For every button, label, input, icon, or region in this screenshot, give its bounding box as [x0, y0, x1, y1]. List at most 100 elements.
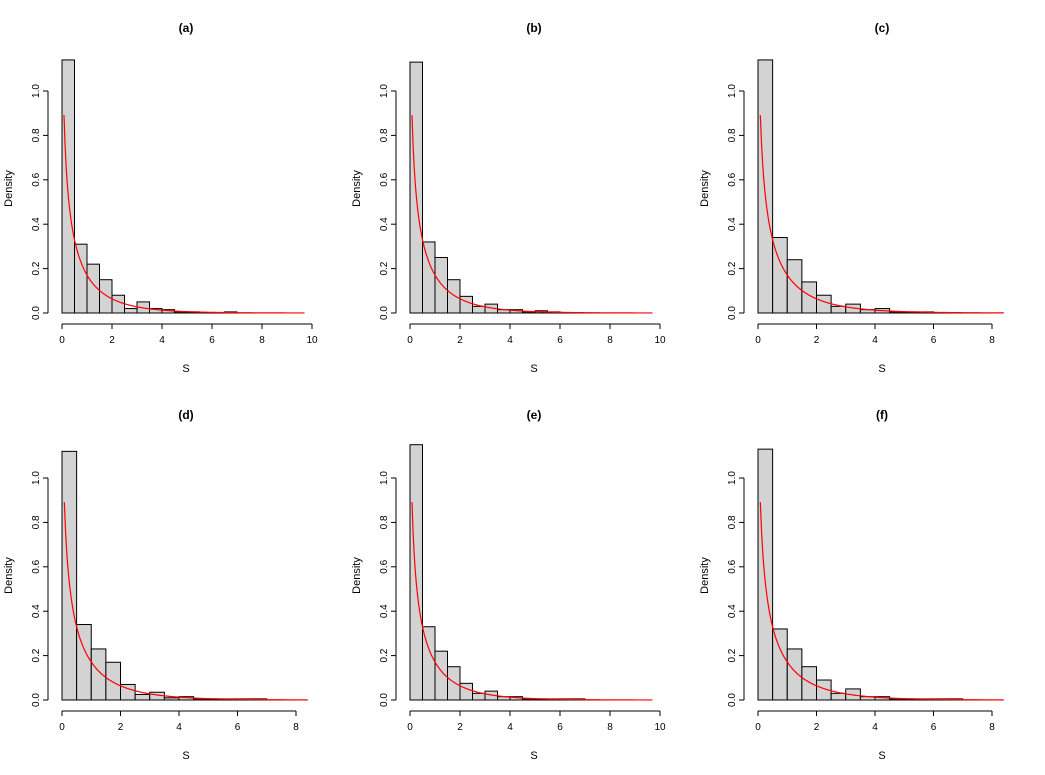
- histogram-bar: [447, 279, 461, 314]
- x-tick-label: 2: [109, 335, 115, 346]
- x-tick-label: 0: [407, 335, 413, 346]
- histogram-bar: [801, 666, 817, 701]
- panel-b: (b) 0 2 4 6 8 10 S 0.0 0.2 0.4 0.6 0.8 1.0 Density: [351, 21, 666, 375]
- y-tick-label: 0.6: [31, 172, 42, 186]
- y-tick-label: 0.8: [727, 128, 738, 142]
- histogram-bar: [472, 305, 486, 314]
- y-axis-label: Density: [3, 557, 15, 594]
- histogram-bar: [459, 295, 473, 314]
- y-tick-label: 1.0: [727, 471, 738, 485]
- x-axis-label: S: [182, 363, 189, 375]
- y-tick-label: 0.8: [727, 515, 738, 529]
- x-axis-label: S: [530, 750, 537, 762]
- x-tick-label: 0: [407, 722, 413, 733]
- panel-title: (a): [179, 21, 194, 35]
- y-axis-label: Density: [699, 557, 711, 594]
- y-tick-label: 0.8: [379, 515, 390, 529]
- density-curve: [411, 502, 653, 701]
- x-tick-label: 2: [457, 335, 463, 346]
- x-tick-label: 2: [814, 335, 820, 346]
- histogram-bar: [447, 666, 461, 701]
- histogram-bar: [434, 257, 448, 314]
- density-curve: [63, 502, 308, 701]
- y-tick-label: 0.6: [31, 559, 42, 573]
- y-tick-label: 0.6: [727, 559, 738, 573]
- histogram-bar: [90, 648, 107, 701]
- panel-title: (c): [875, 21, 890, 35]
- x-tick-label: 2: [814, 722, 820, 733]
- x-tick-label: 4: [872, 722, 878, 733]
- y-tick-label: 0.8: [31, 128, 42, 142]
- panel-title: (e): [527, 408, 542, 422]
- y-tick-label: 0.2: [31, 648, 42, 662]
- y-tick-label: 0.0: [727, 693, 738, 707]
- y-tick-label: 0.6: [379, 172, 390, 186]
- panel-title: (d): [178, 408, 193, 422]
- histogram-bar: [472, 692, 486, 701]
- histogram-bar: [772, 628, 788, 701]
- density-curve: [63, 115, 305, 314]
- x-tick-label: 4: [176, 722, 182, 733]
- y-tick-label: 0.0: [31, 306, 42, 320]
- y-tick-label: 0.4: [31, 217, 42, 231]
- x-tick-label: 0: [755, 335, 761, 346]
- panel-d: (d) 0 2 4 6 8 S 0.0 0.2 0.4 0.6 0.8 1.0 Density: [3, 408, 308, 762]
- x-tick-label: 4: [507, 335, 513, 346]
- panel-title: (f): [876, 408, 888, 422]
- histogram-bar: [61, 450, 78, 701]
- x-tick-label: 4: [159, 335, 165, 346]
- histogram-bar: [409, 444, 423, 701]
- x-tick-label: 0: [755, 722, 761, 733]
- y-tick-label: 0.6: [379, 559, 390, 573]
- y-tick-label: 1.0: [31, 471, 42, 485]
- histogram-bar: [459, 682, 473, 701]
- x-tick-label: 8: [989, 335, 995, 346]
- y-tick-label: 0.0: [379, 693, 390, 707]
- y-tick-label: 0.0: [727, 306, 738, 320]
- histogram-bar: [409, 61, 423, 314]
- y-tick-label: 1.0: [31, 84, 42, 98]
- x-tick-label: 8: [607, 335, 613, 346]
- x-tick-label: 6: [931, 722, 937, 733]
- y-tick-label: 0.4: [379, 604, 390, 618]
- x-tick-label: 0: [59, 722, 65, 733]
- y-tick-label: 0.4: [379, 217, 390, 231]
- x-tick-label: 6: [235, 722, 241, 733]
- histogram-bar: [816, 294, 832, 314]
- y-tick-label: 0.0: [379, 306, 390, 320]
- histogram-bar: [99, 279, 113, 314]
- panel-c: (c) 0 2 4 6 8 S 0.0 0.2 0.4 0.6 0.8 1.0 Density: [699, 21, 1004, 375]
- x-tick-label: 10: [306, 335, 318, 346]
- x-axis-label: S: [878, 363, 885, 375]
- x-tick-label: 8: [607, 722, 613, 733]
- density-curve: [759, 115, 1004, 314]
- y-tick-label: 0.6: [727, 172, 738, 186]
- histogram-bar: [111, 294, 125, 314]
- histogram-bar: [105, 661, 121, 701]
- x-tick-label: 8: [293, 722, 299, 733]
- y-tick-label: 1.0: [379, 471, 390, 485]
- histogram-bar: [124, 308, 138, 314]
- y-tick-label: 0.8: [31, 515, 42, 529]
- y-tick-label: 0.4: [31, 604, 42, 618]
- y-axis-label: Density: [351, 557, 363, 594]
- panel-a: (a) 0 2 4 6 8 10 S 0.0 0.2 0.4 0.6 0.8 1.0 Density: [3, 21, 318, 375]
- panel-e: (e) 0 2 4 6 8 10 S 0.0 0.2 0.4 0.6 0.8 1.0 Density: [351, 408, 666, 762]
- x-tick-label: 0: [59, 335, 65, 346]
- histogram-bar: [134, 693, 151, 701]
- histogram-bar: [830, 692, 847, 701]
- x-tick-label: 4: [872, 335, 878, 346]
- x-tick-label: 6: [209, 335, 215, 346]
- histogram-bar: [786, 648, 803, 701]
- y-axis-label: Density: [699, 170, 711, 207]
- x-axis-label: S: [878, 750, 885, 762]
- x-tick-label: 2: [118, 722, 124, 733]
- x-tick-label: 10: [654, 722, 666, 733]
- y-axis-label: Density: [351, 170, 363, 207]
- histogram-bar: [422, 241, 436, 314]
- x-tick-label: 4: [507, 722, 513, 733]
- y-tick-label: 0.8: [379, 128, 390, 142]
- x-tick-label: 6: [557, 335, 563, 346]
- y-tick-label: 0.2: [379, 261, 390, 275]
